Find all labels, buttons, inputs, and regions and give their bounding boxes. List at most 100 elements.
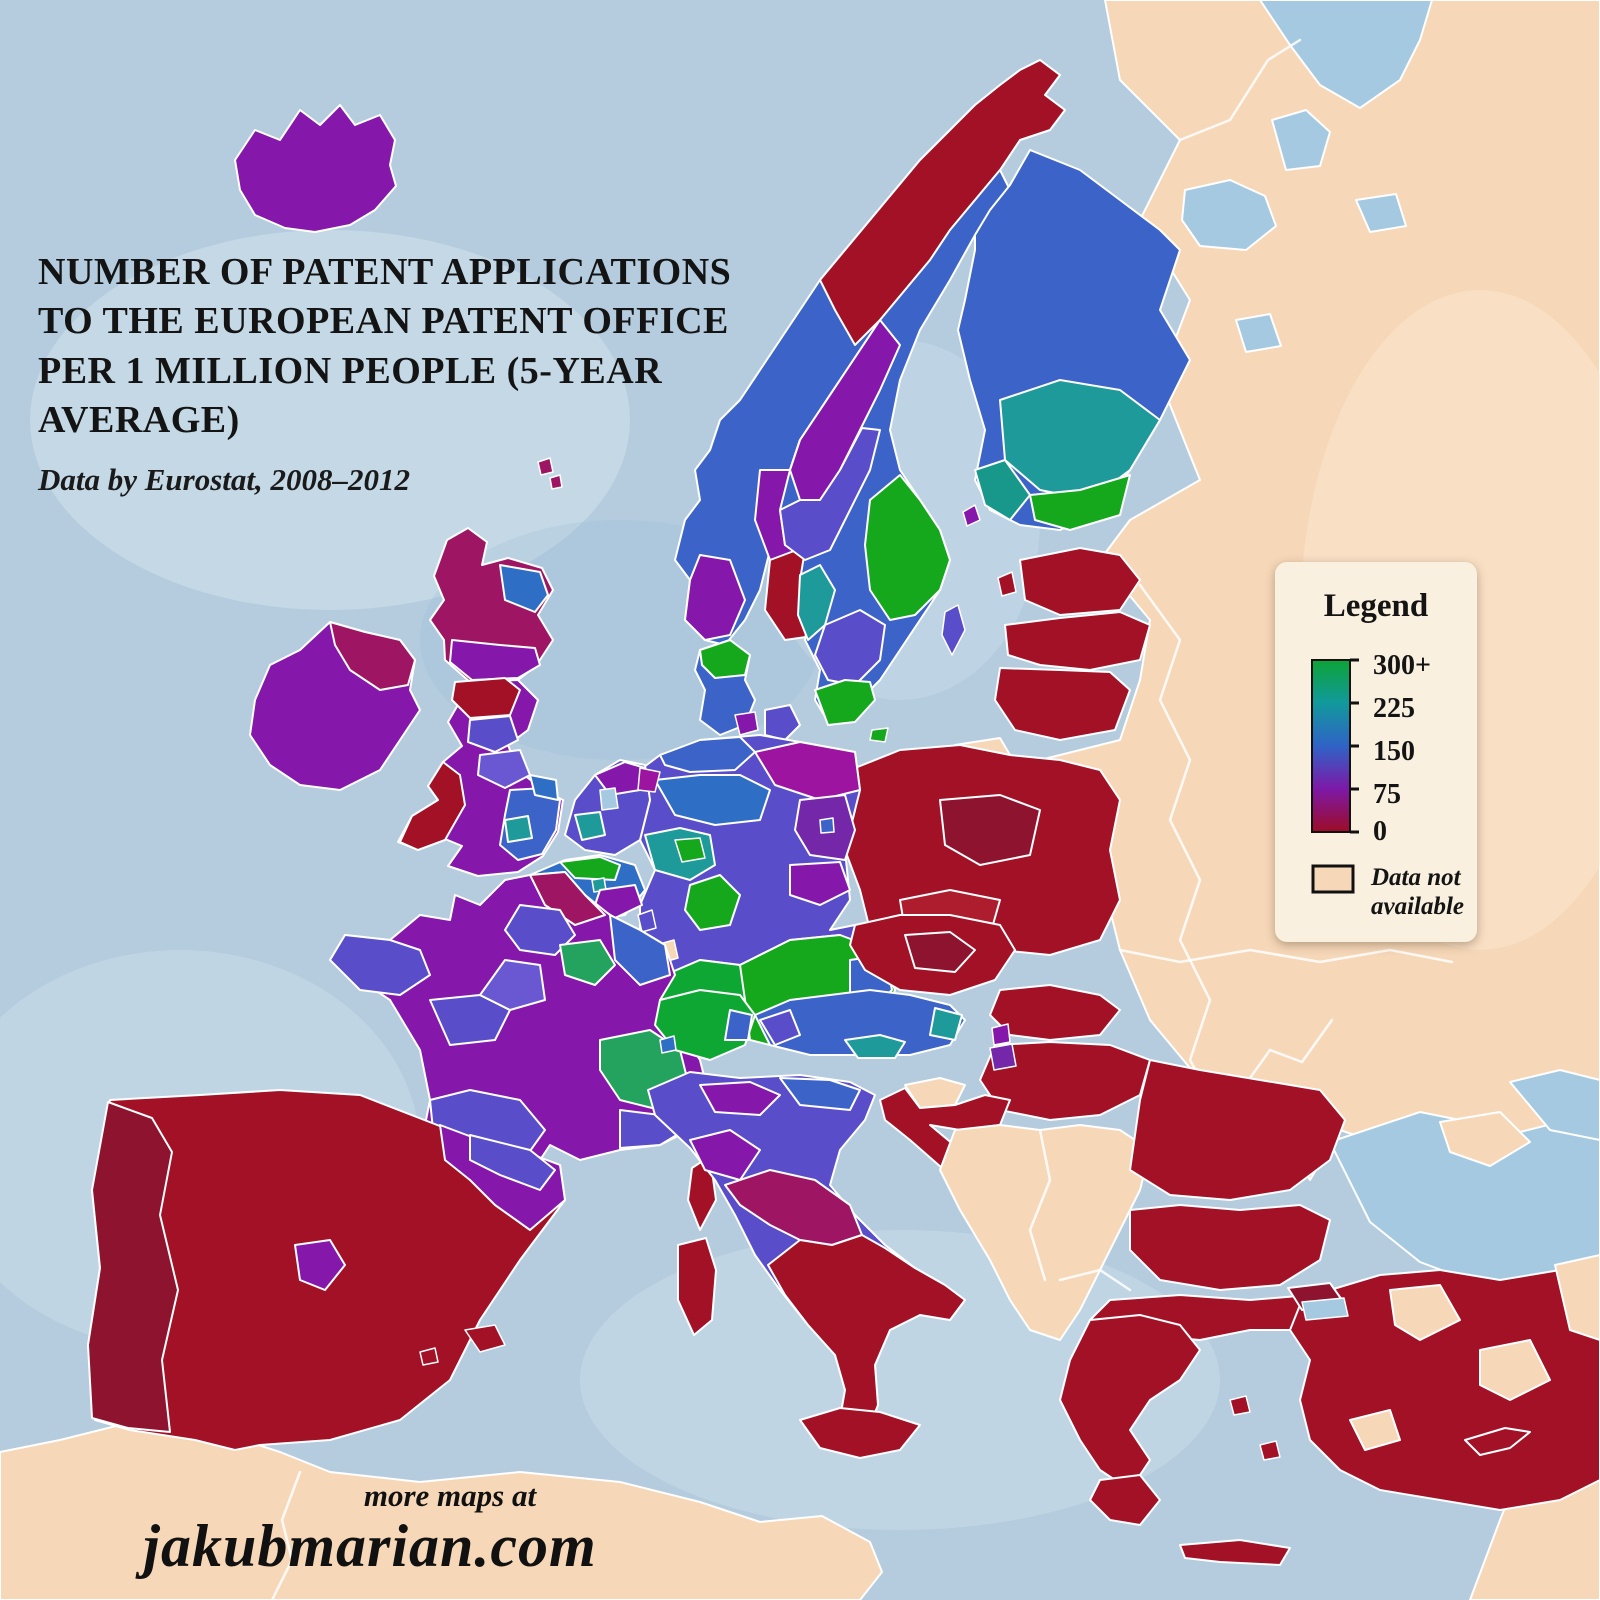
region-finland-south [1029,474,1131,531]
lake-small-2 [1355,193,1407,233]
region-iceland [234,104,397,233]
region-turkey-no-data-1 [1389,1284,1461,1341]
region-italy-lombardy [699,1081,781,1116]
region-germany-saxony [789,861,851,906]
region-aland [962,504,981,527]
region-turkey-no-data-2 [1479,1339,1551,1401]
border-belarus-ukraine [1118,948,1454,964]
region-cyprus [1464,1427,1531,1456]
region-finland-center [999,379,1161,501]
region-bulgaria [1129,1204,1331,1291]
region-norway-southwest [684,554,746,641]
region-turkey-no-data-3 [1349,1409,1401,1451]
region-denmark-north [699,639,751,679]
region-faroe-1 [537,457,554,476]
region-crimea [1439,1111,1531,1167]
legend-tick-225: 225 [1373,693,1415,724]
region-denmark-zealand [764,704,801,741]
region-france-loire [429,994,511,1046]
region-gotland [941,604,966,656]
region-london [504,815,533,843]
region-scotland-aberdeen [499,564,549,613]
region-northern-ireland [329,621,416,691]
region-switzerland [654,989,756,1061]
region-sweden-south-inland [814,609,886,686]
region-poland-center [939,794,1041,866]
region-sicily [799,1407,921,1459]
region-finland-southwest [974,459,1031,521]
legend-no-data-row: Data not available [1311,864,1464,922]
region-mallorca [464,1324,506,1353]
region-luxembourg [637,909,657,933]
title-line-4: AVERAGE) [38,399,240,442]
legend-tick-300: 300+ [1373,650,1431,681]
region-netherlands-groningen [637,767,661,793]
white-sea [1259,0,1433,109]
region-england-northwest [467,715,519,753]
region-sweden-mid [779,427,881,561]
footer-site: jakubmarian.com [143,1513,597,1579]
region-germany-schleswig [659,736,756,773]
region-wales [399,761,466,851]
region-italy-veneto [779,1077,861,1111]
border-russia-belarus-ukraine [1138,583,1214,1102]
legend-tick-0: 0 [1373,816,1387,847]
region-denmark-funen [734,711,759,736]
lake-small-1 [1235,313,1282,353]
region-italy-tuscany [689,1129,761,1181]
legend-scale: 300+ 225 150 75 0 [1311,652,1461,846]
region-austria-tyrol [759,1009,801,1046]
no-data-swatch [1311,864,1355,894]
region-belgium-flanders [559,856,621,881]
region-germany-mecklenburg [754,741,861,801]
region-bratislava [991,1023,1011,1046]
map-title: NUMBER OF PATENT APPLICATIONS TO THE EUR… [38,248,778,446]
region-peloponnese [1089,1474,1161,1526]
title-line-2: TO THE EUROPEAN PATENT OFFICE [38,300,729,343]
region-france-nord [529,871,606,926]
region-austria [754,989,966,1056]
title-line-3: PER 1 MILLION PEOPLE (5-YEAR [38,349,663,392]
region-portugal [87,1101,179,1433]
region-ibiza [419,1347,439,1366]
region-germany-berlin [819,817,835,834]
border-bosnia-serbia [1028,1128,1052,1282]
region-france-champagne [559,939,616,986]
map-subtitle: Data by Eurostat, 2008–2012 [38,461,411,497]
region-germany-hesse [684,874,741,931]
region-greece [1059,1314,1201,1491]
sea-of-azov [1509,1069,1600,1141]
region-lithuania [994,667,1131,741]
lake-onega [1271,109,1331,171]
region-england-north [451,677,521,719]
region-austria-styria [844,1034,906,1059]
legend-tick-75: 75 [1373,779,1401,810]
region-east-anglia [529,774,559,801]
region-latvia [1004,611,1151,671]
region-spain-ebro [469,1134,556,1191]
region-austria-vienna [929,1007,963,1041]
region-aegean-island-2 [1259,1440,1281,1461]
region-crete [1179,1539,1291,1566]
region-sardinia [677,1237,717,1336]
region-switzerland-east [724,1009,753,1041]
region-sweden-skane [814,679,876,726]
no-data-label: Data not available [1371,864,1464,922]
legend-panel: Legend 300+ 225 150 75 0 Data not availa… [1275,562,1477,942]
region-france-paris [504,904,576,956]
region-sweden-stockholm [864,474,951,621]
black-sea [1329,1111,1600,1301]
title-block: NUMBER OF PATENT APPLICATIONS TO THE EUR… [38,248,778,498]
region-france-centre [479,959,546,1011]
region-italy-south [767,1234,966,1446]
border-ukraine-moldova [1238,1018,1334,1094]
region-france-provence [619,1109,686,1149]
legend-tick-150: 150 [1373,736,1415,767]
region-germany-lower-saxony [654,774,771,826]
region-estonia [1019,547,1141,616]
region-geneva [659,1035,677,1054]
region-turkey-no-data-east [1554,1254,1600,1341]
border-serbia-macedonia [1058,1268,1132,1292]
region-czechia-center [904,931,976,973]
region-romania [1129,1059,1346,1201]
